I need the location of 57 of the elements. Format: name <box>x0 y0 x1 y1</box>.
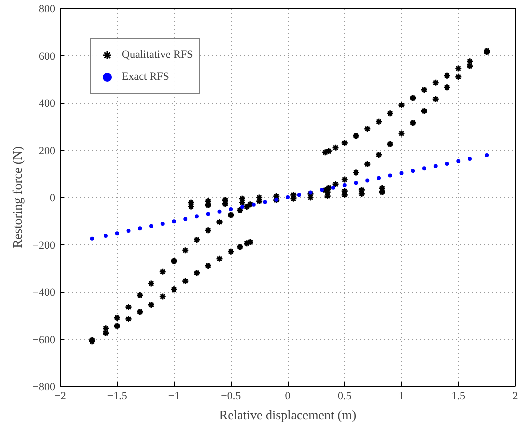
x-tick-label: −1.5 <box>107 390 128 402</box>
x-tick-label: 0.5 <box>338 390 352 402</box>
x-tick-label: 1.5 <box>452 390 466 402</box>
point <box>195 214 199 219</box>
y-tick-label: −800 <box>32 382 56 394</box>
point <box>274 198 279 202</box>
point <box>377 176 381 180</box>
point <box>297 193 302 198</box>
x-tick-label: −2 <box>54 390 66 402</box>
point <box>308 190 313 195</box>
point <box>150 224 154 228</box>
point <box>388 174 392 178</box>
x-tick-label: 0 <box>285 390 292 402</box>
point <box>434 164 438 168</box>
point <box>126 229 131 234</box>
point <box>366 178 370 183</box>
x-tick-label: 1 <box>399 390 404 402</box>
y-axis-title: Restoring force (N) <box>10 146 25 248</box>
point <box>422 166 426 171</box>
point <box>445 162 450 166</box>
y-tick-label: 800 <box>39 4 56 16</box>
point <box>138 226 142 231</box>
point <box>400 171 404 176</box>
y-tick-label: −600 <box>32 334 56 346</box>
x-tick-label: −1 <box>168 390 180 402</box>
point <box>468 156 472 161</box>
point <box>485 153 490 158</box>
point <box>354 181 358 186</box>
x-axis-title: Relative displacement (m) <box>219 408 357 422</box>
point <box>342 183 347 188</box>
point <box>90 236 94 241</box>
point <box>263 200 268 204</box>
point <box>456 159 461 164</box>
point <box>172 220 176 224</box>
y-tick-label: 200 <box>39 145 56 158</box>
point <box>252 202 256 207</box>
x-tick-label: −0.5 <box>221 390 242 402</box>
point <box>240 205 244 210</box>
point <box>115 232 120 236</box>
y-tick-label: −200 <box>32 240 56 252</box>
point <box>320 188 324 192</box>
point <box>184 217 188 222</box>
x-tick-label: 2 <box>512 390 518 402</box>
y-tick-label: 0 <box>50 192 56 204</box>
point <box>229 208 234 212</box>
point <box>332 186 336 190</box>
legend-label: Qualitative RFS <box>122 49 194 61</box>
point <box>160 222 165 226</box>
point <box>104 234 108 238</box>
legend-label: Exact RFS <box>122 71 170 83</box>
point <box>206 212 210 216</box>
y-tick-label: 400 <box>39 98 56 110</box>
point <box>286 196 290 200</box>
point <box>411 169 416 174</box>
point <box>218 210 222 214</box>
y-tick-label: −400 <box>32 287 56 299</box>
y-tick-label: 600 <box>39 50 56 63</box>
